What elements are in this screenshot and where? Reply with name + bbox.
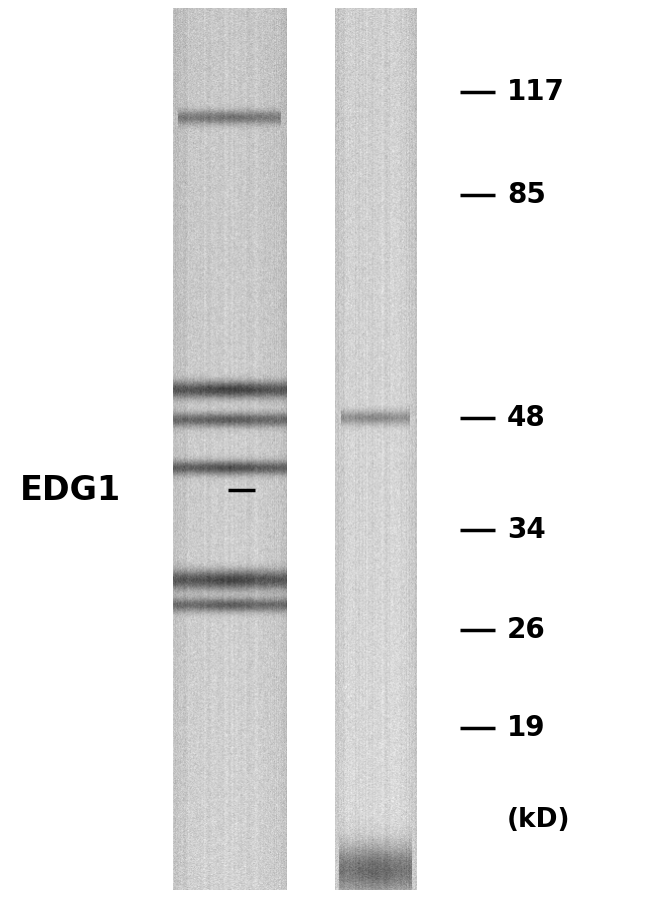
Text: 34: 34 xyxy=(507,516,546,544)
Text: 19: 19 xyxy=(507,714,546,742)
Text: (kD): (kD) xyxy=(507,807,570,833)
Text: 117: 117 xyxy=(507,78,565,106)
Text: 48: 48 xyxy=(507,404,546,432)
Text: EDG1: EDG1 xyxy=(20,474,121,507)
Text: 26: 26 xyxy=(507,616,546,644)
Text: 85: 85 xyxy=(507,181,546,209)
